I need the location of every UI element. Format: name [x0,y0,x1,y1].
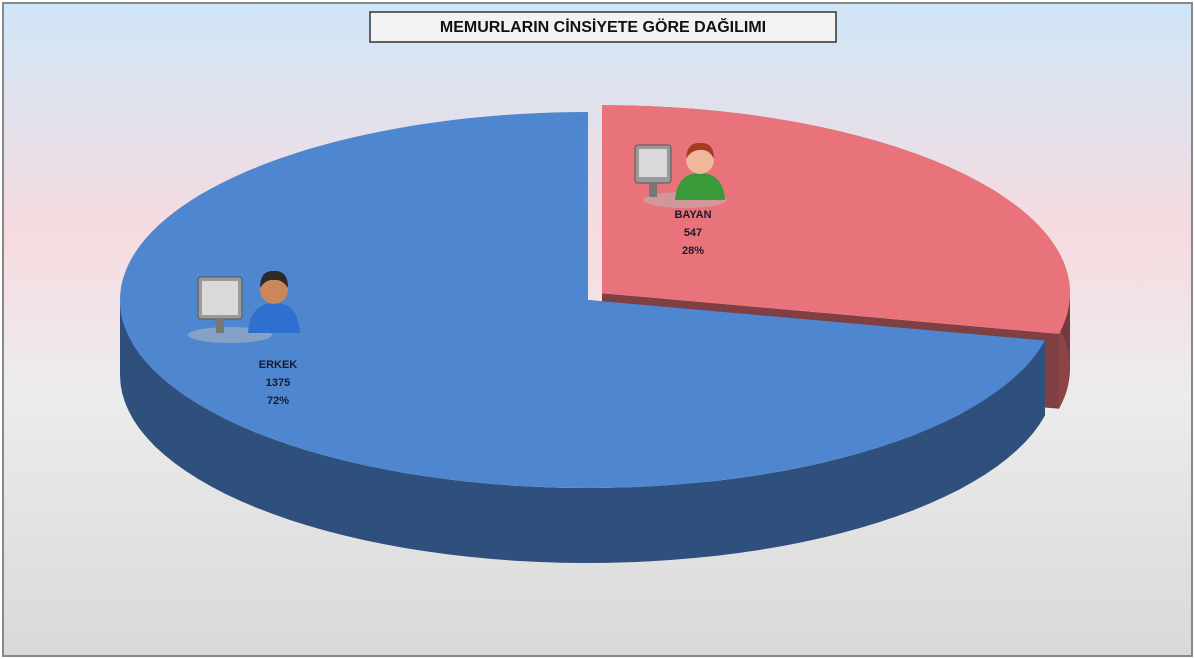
slice-label: ERKEK [259,359,298,371]
chart: MEMURLARIN CİNSİYETE GÖRE DAĞILIMI BAYAN… [0,0,1195,659]
percent-label: 72% [267,395,289,407]
value-label: 547 [684,227,702,239]
percent-label: 28% [682,245,704,257]
chart-title: MEMURLARIN CİNSİYETE GÖRE DAĞILIMI [440,17,766,36]
value-label: 1375 [266,377,290,389]
slice-label: BAYAN [674,209,711,221]
